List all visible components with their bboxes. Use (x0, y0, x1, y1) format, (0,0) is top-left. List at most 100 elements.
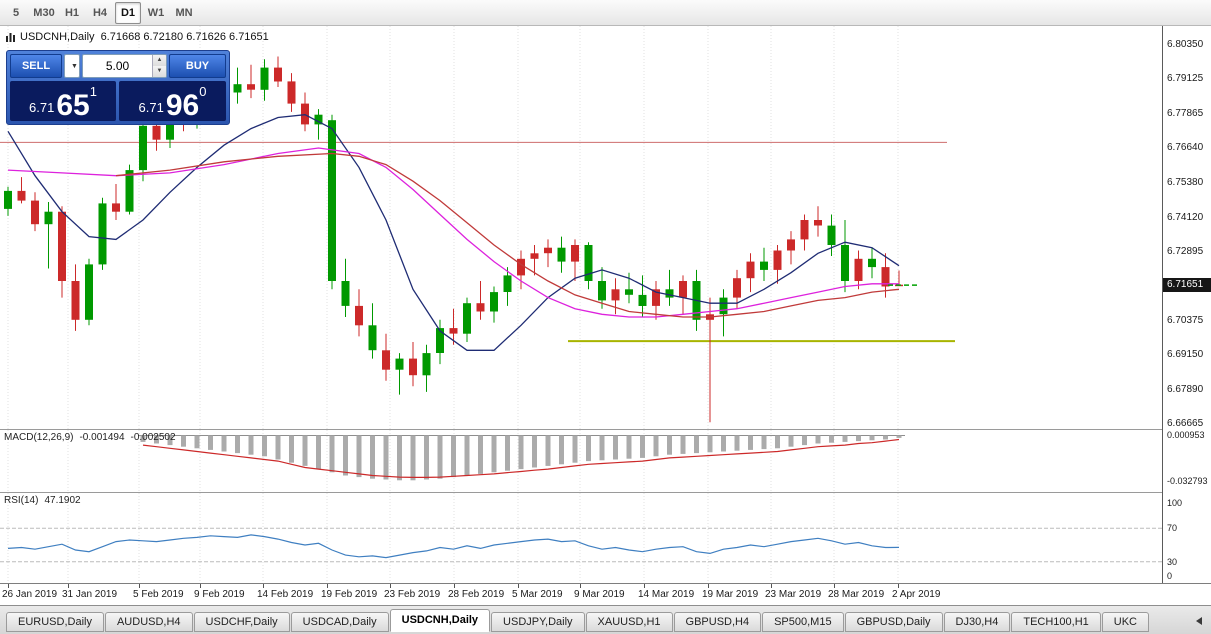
timeframe-mn-button[interactable]: MN (175, 6, 193, 19)
rsi-indicator-panel[interactable] (0, 493, 1163, 583)
date-tick (898, 584, 899, 588)
price-axis-label: 6.67890 (1167, 384, 1204, 395)
lot-size-stepper: ▲ ▼ (152, 55, 166, 77)
date-label: 5 Mar 2019 (512, 589, 563, 600)
stepper-up-icon[interactable]: ▲ (153, 55, 166, 66)
date-tick (454, 584, 455, 588)
timeframe-h1-button[interactable]: H1 (64, 6, 80, 19)
panel-separator[interactable] (0, 429, 1211, 430)
tab-eurusd-daily[interactable]: EURUSD,Daily (6, 612, 104, 632)
date-label: 28 Feb 2019 (448, 589, 505, 600)
rsi-axis-label: 70 (1167, 523, 1178, 533)
price-axis-label: 6.79125 (1167, 73, 1204, 84)
stepper-down-icon[interactable]: ▼ (153, 66, 166, 77)
timeframe-h4-button[interactable]: H4 (92, 6, 108, 19)
buy-button[interactable]: BUY (169, 54, 226, 78)
date-label: 9 Mar 2019 (574, 589, 625, 600)
sell-price-pips: 65 (56, 88, 90, 122)
chart-tabs-bar: EURUSD,Daily AUDUSD,H4 USDCHF,Daily USDCAD,… (0, 605, 1211, 634)
chart-tabs: EURUSD,Daily AUDUSD,H4 USDCHF,Daily USDCAD,… (0, 606, 1180, 632)
price-axis-label: 6.66665 (1167, 418, 1204, 429)
date-tick (518, 584, 519, 588)
date-tick (8, 584, 9, 588)
date-tick (263, 584, 264, 588)
sell-price-point: 1 (89, 84, 97, 99)
panel-separator[interactable] (0, 492, 1211, 493)
timeframe-d1-button[interactable]: D1 (115, 1, 141, 24)
rsi-value: 47.1902 (44, 495, 81, 506)
lot-size-value[interactable]: 5.00 (105, 59, 130, 73)
date-label: 28 Mar 2019 (828, 589, 885, 600)
macd-label: MACD(12,26,9) -0.001494 -0.002502 (4, 432, 176, 443)
date-label: 31 Jan 2019 (62, 589, 118, 600)
price-axis-label: 6.75380 (1167, 177, 1204, 188)
tab-dj30-h4[interactable]: DJ30,H4 (943, 612, 1011, 632)
macd-axis-label: 0.000953 (1167, 430, 1205, 440)
date-label: 2 Apr 2019 (892, 589, 941, 600)
date-label: 23 Feb 2019 (384, 589, 441, 600)
buy-price-pips: 96 (165, 88, 200, 122)
date-tick (68, 584, 69, 588)
symbol-chart-icon (6, 32, 15, 42)
date-tick (580, 584, 581, 588)
buy-price-point: 0 (199, 84, 207, 99)
lot-size-input[interactable]: 5.00 ▲ ▼ (82, 54, 167, 78)
current-price-tag: 6.71651 (1163, 278, 1211, 292)
rsi-axis-label: 0 (1167, 571, 1173, 581)
tab-audusd-h4[interactable]: AUDUSD,H4 (104, 612, 193, 632)
tab-gbpusd-h4[interactable]: GBPUSD,H4 (673, 612, 762, 632)
date-tick (390, 584, 391, 588)
rsi-axis-label: 100 (1167, 498, 1183, 508)
date-tick (771, 584, 772, 588)
macd-axis-label: -0.032793 (1167, 476, 1208, 486)
macd-signal-value: -0.002502 (130, 432, 176, 443)
price-axis[interactable]: 6.71651 6.80350 6.79125 6.77865 6.76640 6.75… (1163, 26, 1211, 583)
buy-price-display[interactable]: 6.71 96 0 (119, 81, 226, 121)
tab-sp500-m15[interactable]: SP500,M15 (762, 612, 844, 632)
tab-usdcad-daily[interactable]: USDCAD,Daily (290, 612, 389, 632)
tab-usdchf-daily[interactable]: USDCHF,Daily (193, 612, 290, 632)
date-label: 19 Feb 2019 (321, 589, 378, 600)
timeframe-m30-button[interactable]: M30 (33, 6, 55, 19)
axis-separator-line (1162, 26, 1163, 583)
tab-ukc[interactable]: UKC (1101, 612, 1149, 632)
tab-usdcnh-daily[interactable]: USDCNH,Daily (389, 609, 491, 632)
timeframe-toolbar: 5 M30 H1 H4 D1 W1 MN (0, 0, 1211, 26)
sell-price-display[interactable]: 6.71 65 1 (10, 81, 116, 121)
symbol-header: USDCNH,Daily 6.71668 6.72180 6.71626 6.7… (5, 31, 269, 43)
main-price-chart[interactable] (0, 26, 1163, 429)
price-axis-label: 6.70375 (1167, 315, 1204, 326)
price-axis-label: 6.77865 (1167, 108, 1204, 119)
date-tick (708, 584, 709, 588)
chart-area[interactable]: USDCNH,Daily 6.71668 6.72180 6.71626 6.7… (0, 26, 1211, 583)
tab-usdjpy-daily[interactable]: USDJPY,Daily (491, 612, 585, 632)
price-axis-label: 6.76640 (1167, 142, 1204, 153)
date-axis[interactable]: 26 Jan 2019 31 Jan 2019 5 Feb 2019 9 Feb 20… (0, 583, 1211, 605)
rsi-label: RSI(14) 47.1902 (4, 495, 81, 506)
rsi-axis-label: 30 (1167, 557, 1178, 567)
macd-name: MACD(12,26,9) (4, 432, 74, 443)
lot-dropdown-button[interactable]: ▼ (64, 54, 80, 78)
timeframe-5-button[interactable]: 5 (12, 6, 20, 19)
price-axis-label: 6.72895 (1167, 246, 1204, 257)
tab-gbpusd-daily[interactable]: GBPUSD,Daily (844, 612, 943, 632)
buy-price-prefix: 6.71 (138, 100, 164, 115)
tab-xauusd-h1[interactable]: XAUUSD,H1 (585, 612, 673, 632)
price-axis-label: 6.74120 (1167, 212, 1204, 223)
date-label: 9 Feb 2019 (194, 589, 245, 600)
macd-main-value: -0.001494 (79, 432, 125, 443)
date-tick (644, 584, 645, 588)
date-label: 5 Feb 2019 (133, 589, 184, 600)
date-tick (200, 584, 201, 588)
symbol-name: USDCNH,Daily (20, 31, 95, 43)
date-label: 23 Mar 2019 (765, 589, 822, 600)
date-label: 14 Mar 2019 (638, 589, 695, 600)
chevron-down-icon: ▼ (71, 62, 78, 70)
sell-button[interactable]: SELL (10, 54, 62, 78)
timeframe-w1-button[interactable]: W1 (147, 6, 165, 19)
sell-price-prefix: 6.71 (29, 100, 55, 115)
symbol-ohlc-values: 6.71668 6.72180 6.71626 6.71651 (100, 31, 269, 43)
macd-indicator-panel[interactable] (0, 430, 1163, 492)
tab-scroll-arrow[interactable] (1196, 617, 1202, 625)
tab-tech100-h1[interactable]: TECH100,H1 (1011, 612, 1101, 632)
